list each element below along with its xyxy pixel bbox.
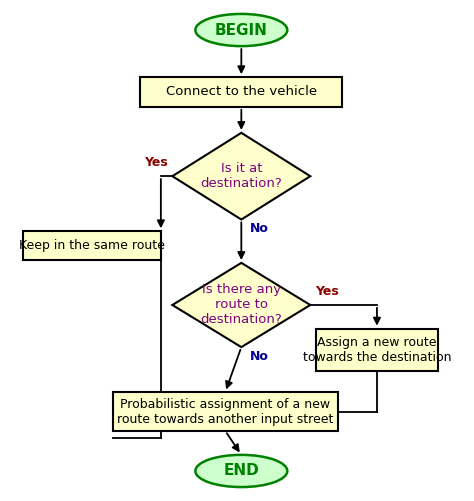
FancyBboxPatch shape <box>316 329 438 371</box>
Text: Probabilistic assignment of a new
route towards another input street: Probabilistic assignment of a new route … <box>117 397 333 425</box>
FancyBboxPatch shape <box>23 231 161 260</box>
Text: No: No <box>250 222 268 235</box>
Text: Is it at
destination?: Is it at destination? <box>201 162 282 190</box>
Ellipse shape <box>195 14 287 46</box>
Polygon shape <box>173 133 310 219</box>
Text: Yes: Yes <box>315 285 338 298</box>
Text: Is there any
route to
destination?: Is there any route to destination? <box>201 284 282 327</box>
Text: No: No <box>250 350 268 363</box>
FancyBboxPatch shape <box>113 392 338 431</box>
Polygon shape <box>173 263 310 347</box>
Text: Assign a new route
towards the destination: Assign a new route towards the destinati… <box>303 336 451 364</box>
FancyBboxPatch shape <box>140 77 343 107</box>
Text: END: END <box>223 463 259 478</box>
Ellipse shape <box>195 455 287 487</box>
Text: Yes: Yes <box>144 156 168 169</box>
Text: Connect to the vehicle: Connect to the vehicle <box>166 86 317 99</box>
Text: BEGIN: BEGIN <box>215 23 268 38</box>
Text: Keep in the same route: Keep in the same route <box>19 239 165 252</box>
